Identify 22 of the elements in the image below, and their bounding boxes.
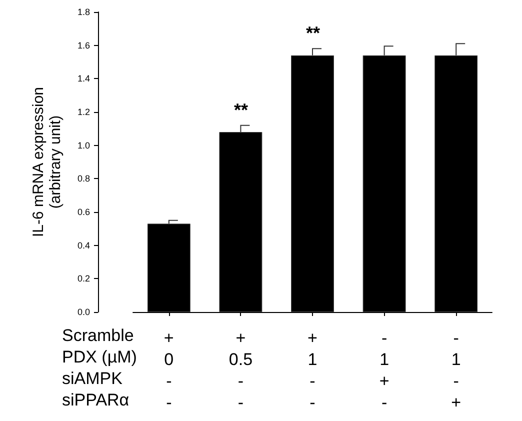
y-tick-label: 0.8 [77,174,90,184]
x-tick-label: - 1 - + [451,328,462,412]
y-tick-label: 0.0 [77,307,90,317]
text: Scramble [62,326,134,345]
y-tick-label: 1.8 [77,7,90,17]
y-tick-label: 1.4 [77,74,90,84]
x-tick-label: - 1 + - [379,328,390,412]
x-tick-label: + 0 - - [164,328,174,412]
x-tick-label: + 1 - - [308,328,318,412]
text: siAMPK [62,369,124,388]
text: siPPARα [62,390,130,410]
y-tick-label: 0.4 [77,240,90,250]
text: PDX (µM) [62,348,137,366]
annotation: ** [306,23,320,43]
y-tick-label: 1.2 [77,107,90,117]
x-tick-label: + 0.5 - - [228,328,253,412]
y-tick-label: 1.6 [77,40,90,50]
y-tick-label: 0.6 [77,207,90,217]
y-tick-label: 1.0 [77,140,90,150]
y-tick-label: 0.2 [77,274,90,284]
annotation: ** [234,100,248,120]
y-axis-title: IL-6 mRNA expression (arbitrary unit) [30,86,64,238]
